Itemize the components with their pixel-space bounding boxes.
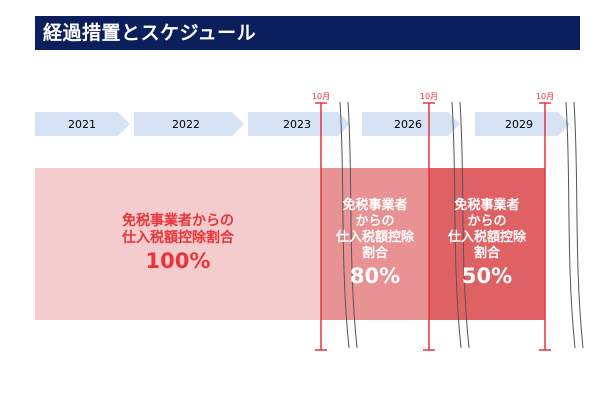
block-50-text: 免税事業者 からの 仕入税額控除 割合 50% <box>429 168 545 320</box>
block-50-line-4: 割合 <box>473 246 500 262</box>
arrow-2022 <box>134 112 244 136</box>
page-title: 経過措置とスケジュール <box>35 16 580 50</box>
year-2022: 2022 <box>172 118 200 131</box>
block-100-line-1: 免税事業者からの <box>122 213 234 230</box>
block-50-line-2: からの <box>467 214 507 230</box>
break-lines <box>339 101 584 349</box>
block-50-line-1: 免税事業者 <box>454 198 520 214</box>
block-80-line-2: からの <box>355 214 395 230</box>
arrow-2029 <box>475 112 570 136</box>
marker-lines <box>315 102 551 351</box>
block-80-text: 免税事業者 からの 仕入税額控除 割合 80% <box>321 168 429 320</box>
block-80-percent: 80% <box>349 263 401 288</box>
block-100-text: 免税事業者からの 仕入税額控除割合 100% <box>35 168 321 320</box>
marker-label-3: 10月 <box>536 92 554 101</box>
block-100-line-2: 仕入税額控除割合 <box>122 230 234 247</box>
year-2021: 2021 <box>68 118 96 131</box>
block-50-percent: 50% <box>461 263 513 288</box>
marker-label-1: 10月 <box>312 92 330 101</box>
arrow-2023 <box>248 112 350 136</box>
marker-label-2: 10月 <box>420 92 438 101</box>
arrow-2021 <box>35 112 130 136</box>
block-100-percent: 100% <box>145 249 211 274</box>
year-2023: 2023 <box>283 118 311 131</box>
block-80-line-1: 免税事業者 <box>342 198 408 214</box>
year-2026: 2026 <box>394 118 422 131</box>
block-80-line-4: 割合 <box>361 246 388 262</box>
year-2029: 2029 <box>505 118 533 131</box>
block-50-line-3: 仕入税額控除 <box>447 230 526 246</box>
block-80-bg <box>321 168 429 320</box>
block-80-line-3: 仕入税額控除 <box>335 230 414 246</box>
block-100-bg <box>35 168 321 320</box>
arrow-2026 <box>362 112 460 136</box>
block-50-bg <box>429 168 545 320</box>
